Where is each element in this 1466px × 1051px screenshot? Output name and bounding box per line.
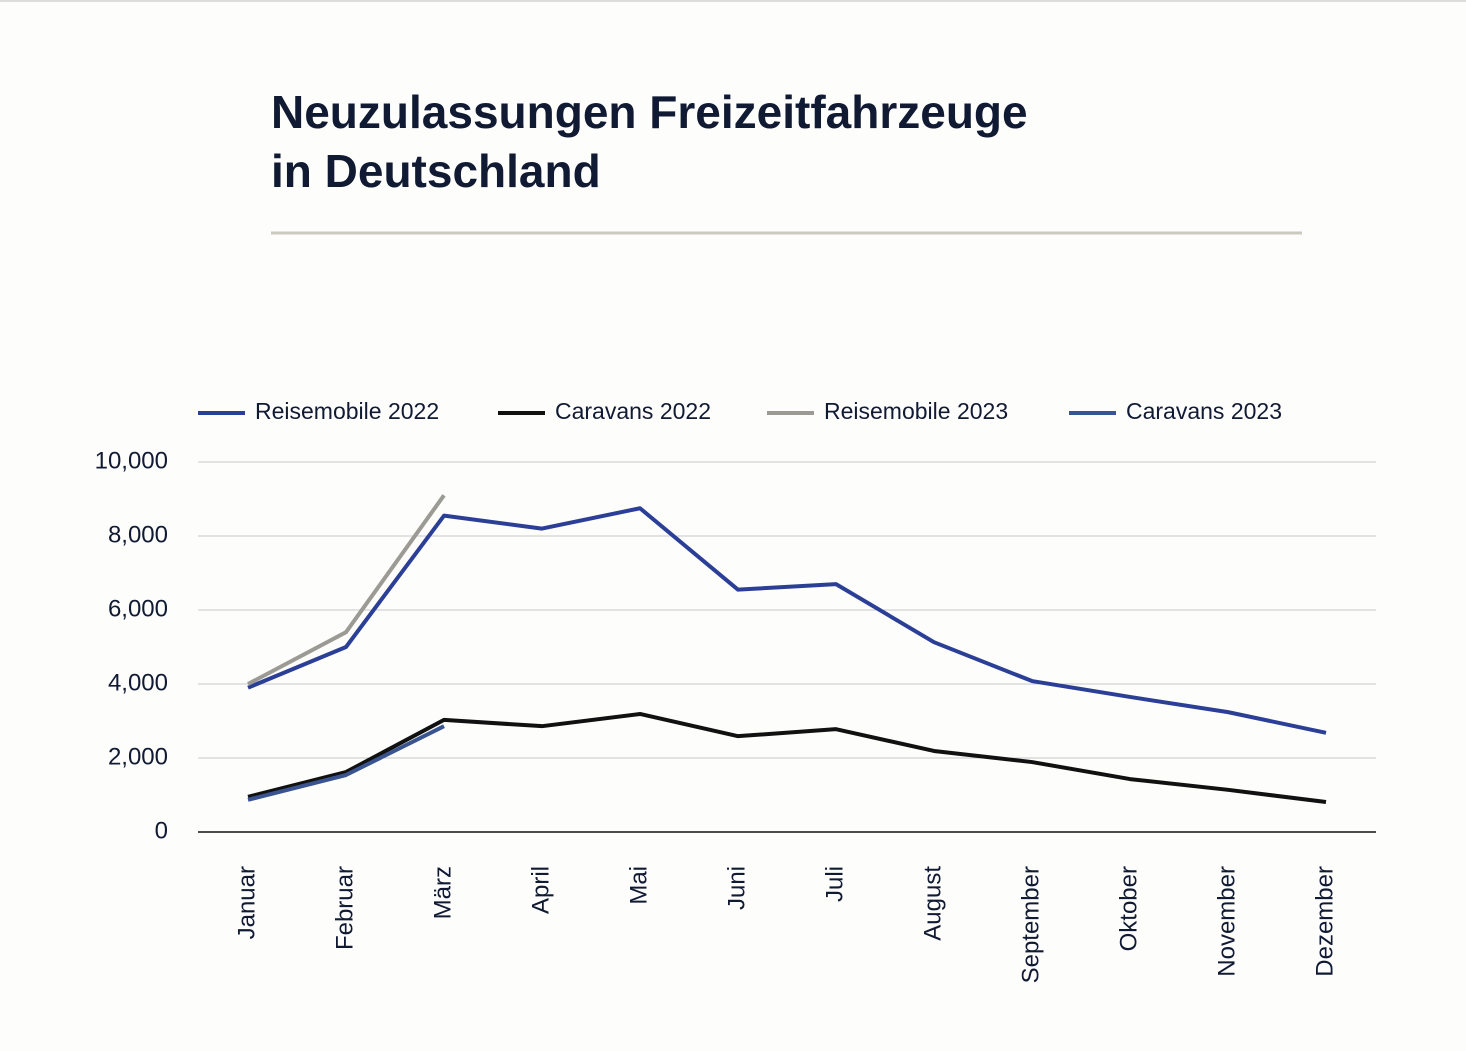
x-tick-label: November bbox=[1213, 866, 1240, 977]
x-tick-label: Juli bbox=[821, 866, 848, 902]
x-tick-label: Mai bbox=[625, 866, 652, 905]
chart-title: Neuzulassungen Freizeitfahrzeuge bbox=[271, 86, 1028, 138]
y-tick-label: 2,000 bbox=[108, 743, 168, 770]
x-tick-label: Februar bbox=[331, 866, 358, 950]
y-tick-label: 6,000 bbox=[108, 595, 168, 622]
series-line bbox=[247, 711, 1327, 805]
x-tick-label: Dezember bbox=[1311, 866, 1338, 977]
y-tick-label: 8,000 bbox=[108, 521, 168, 548]
x-tick-label: März bbox=[429, 866, 456, 919]
y-tick-label: 0 bbox=[155, 817, 168, 844]
x-tick-label: April bbox=[527, 866, 554, 914]
x-tick-label: Januar bbox=[233, 866, 260, 939]
y-tick-label: 4,000 bbox=[108, 669, 168, 696]
series-line bbox=[247, 724, 445, 802]
legend-label: Caravans 2022 bbox=[555, 398, 711, 424]
legend-label: Reisemobile 2023 bbox=[824, 398, 1008, 424]
x-tick-label: Oktober bbox=[1115, 866, 1142, 951]
chart-title: in Deutschland bbox=[271, 145, 601, 197]
x-tick-label: September bbox=[1017, 866, 1044, 983]
y-tick-label: 10,000 bbox=[95, 447, 168, 474]
series-line bbox=[247, 506, 1327, 735]
x-tick-label: August bbox=[919, 866, 946, 941]
legend-label: Reisemobile 2022 bbox=[255, 398, 439, 424]
legend-label: Caravans 2023 bbox=[1126, 398, 1282, 424]
x-tick-label: Juni bbox=[723, 866, 750, 910]
series-line bbox=[247, 494, 446, 686]
